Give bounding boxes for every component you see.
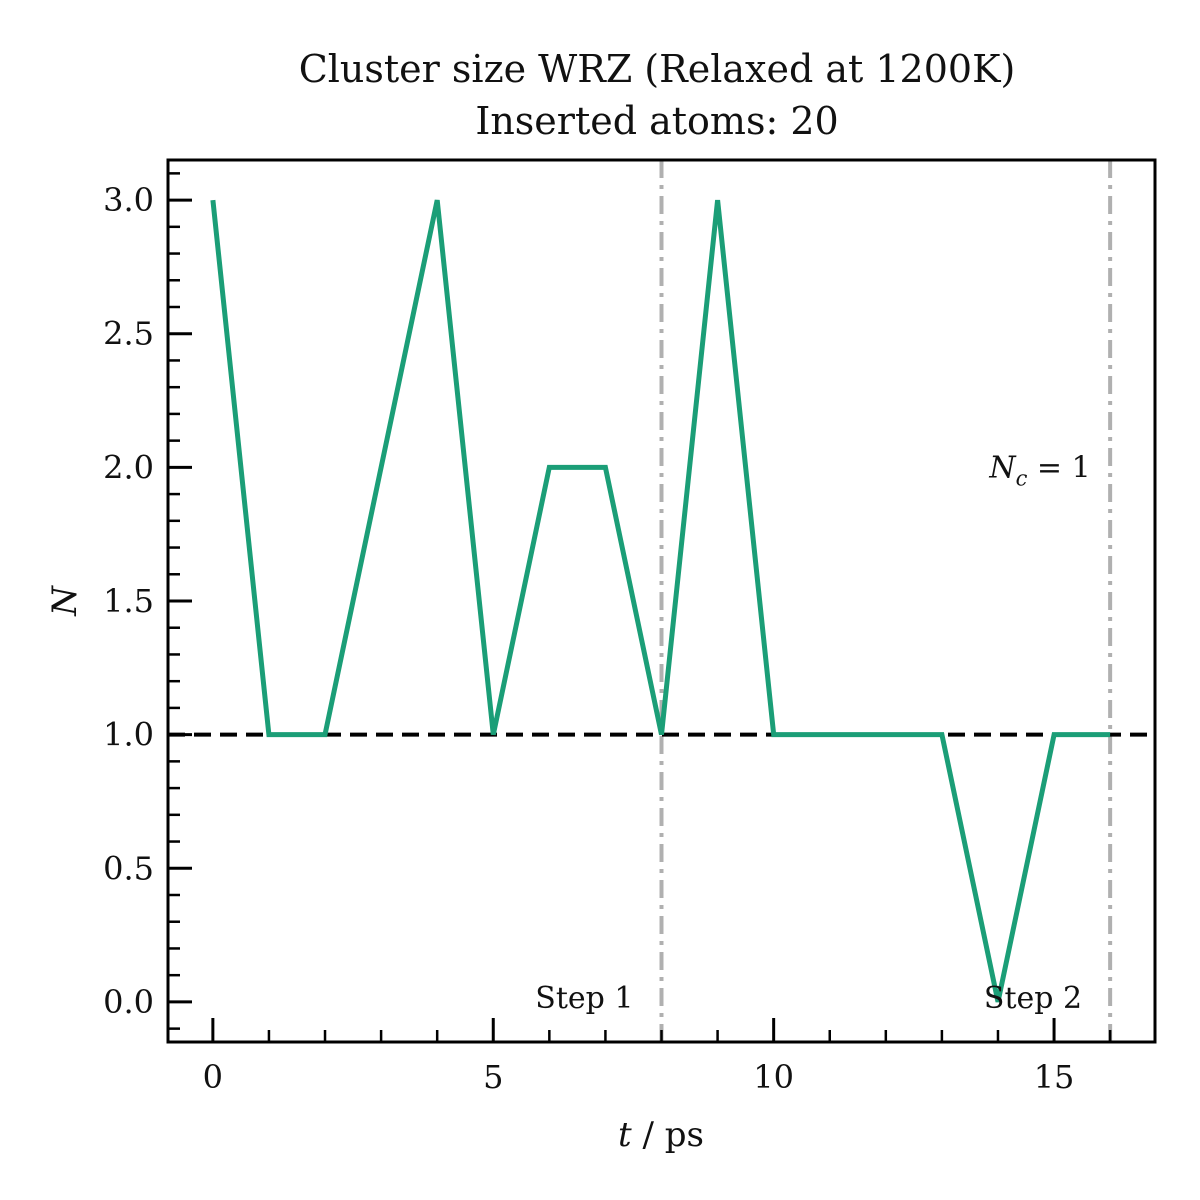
plot-area: 0 5 10 15 0.0 0.5 1.0 1.5 2.0 2.5 3.0 Step 1 Step 2 N… [103,158,1157,1096]
step-label-1: Step 1 [535,981,633,1016]
chart-subtitle: Inserted atoms: 20 [475,99,838,143]
annotation-nc: Nc = 1 [988,450,1090,490]
y-tick-label: 2.0 [103,448,154,486]
x-tick-label: 5 [483,1058,503,1096]
x-tick-label: 15 [1034,1058,1075,1096]
chart-title: Cluster size WRZ (Relaxed at 1200K) [299,47,1016,91]
y-tick-label: 1.5 [103,582,154,620]
step-label-2: Step 2 [984,981,1082,1016]
x-tick-label: 0 [203,1058,223,1096]
x-tick-label: 10 [753,1058,794,1096]
y-tick-label: 1.0 [103,716,154,754]
y-tick-label: 3.0 [103,181,154,219]
x-axis-label: t / ps [618,1115,704,1155]
y-tick-label: 2.5 [103,315,154,353]
y-tick-label: 0.0 [103,983,154,1021]
y-axis-label: N [45,585,85,617]
y-tick-label: 0.5 [103,849,154,887]
